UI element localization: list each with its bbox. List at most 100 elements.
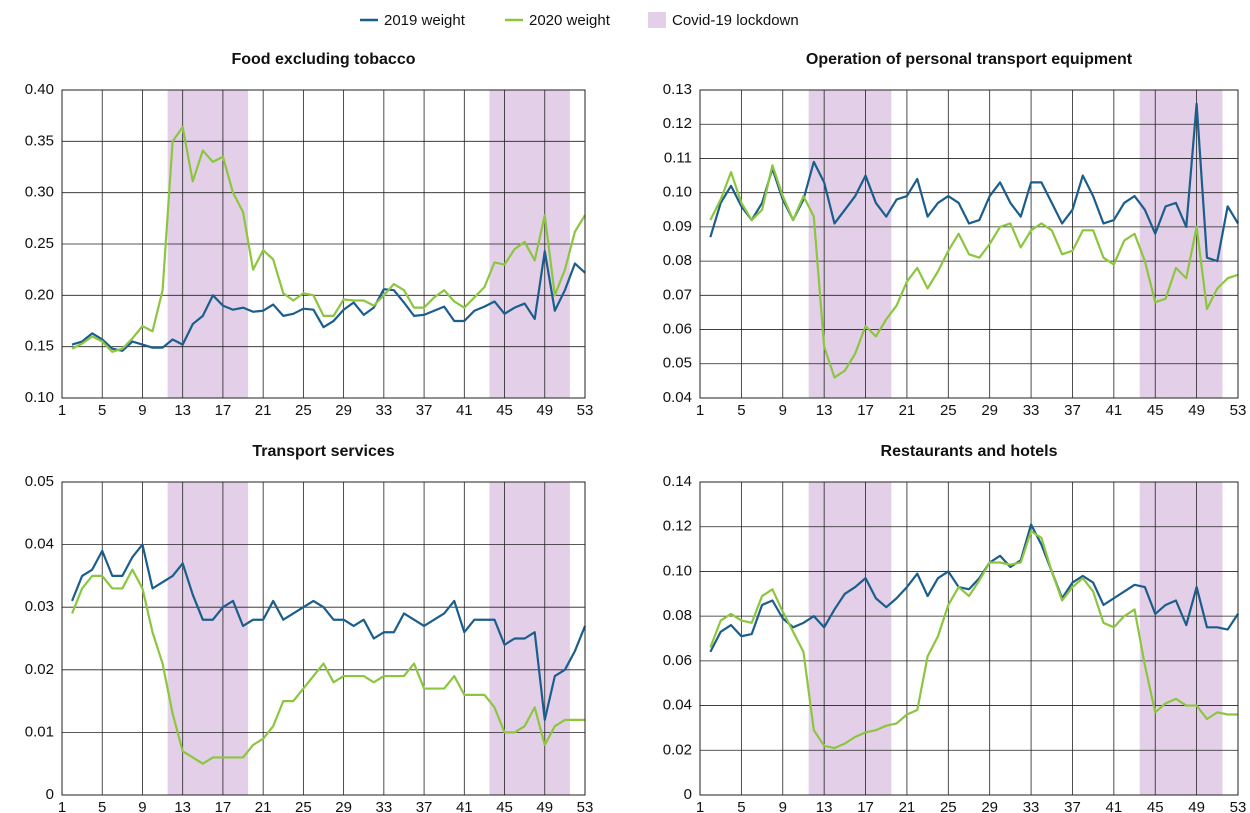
x-tick-label: 33 bbox=[376, 402, 393, 419]
series-line bbox=[71, 568, 585, 765]
y-tick-label: 0.15 bbox=[25, 338, 54, 355]
x-tick-label: 5 bbox=[737, 799, 745, 813]
x-tick-label: 33 bbox=[376, 799, 393, 813]
y-tick-label: 0.13 bbox=[663, 81, 692, 98]
x-tick-label: 53 bbox=[577, 402, 594, 419]
x-tick-label: 1 bbox=[696, 799, 704, 813]
x-tick-label: 13 bbox=[816, 402, 833, 419]
x-tick-label: 9 bbox=[138, 799, 146, 813]
x-tick-label: 45 bbox=[1147, 402, 1164, 419]
lockdown-band bbox=[808, 482, 892, 795]
y-tick-label: 0.25 bbox=[25, 235, 54, 252]
plot-frame bbox=[61, 89, 586, 399]
plot-frame bbox=[61, 481, 586, 796]
legend-label: 2020 weight bbox=[529, 12, 611, 29]
series-line bbox=[71, 543, 587, 721]
x-tick-label: 37 bbox=[1064, 799, 1081, 813]
y-tick-label: 0.14 bbox=[663, 473, 692, 490]
lockdown-band bbox=[1139, 90, 1223, 398]
y-tick-label: 0 bbox=[46, 786, 54, 803]
x-tick-label: 49 bbox=[1188, 799, 1205, 813]
y-tick-label: 0.12 bbox=[663, 518, 692, 535]
x-tick-label: 25 bbox=[940, 402, 957, 419]
y-tick-label: 0.20 bbox=[25, 286, 54, 303]
series-line bbox=[71, 250, 586, 352]
x-tick-label: 21 bbox=[255, 799, 272, 813]
y-tick-label: 0.10 bbox=[25, 389, 54, 406]
chart-title: Transport services bbox=[252, 443, 394, 460]
x-tick-label: 5 bbox=[737, 402, 745, 419]
x-tick-label: 17 bbox=[857, 402, 874, 419]
x-tick-label: 53 bbox=[1230, 799, 1247, 813]
x-tick-label: 29 bbox=[981, 402, 998, 419]
x-tick-label: 49 bbox=[536, 799, 553, 813]
series-line bbox=[71, 125, 586, 353]
x-tick-label: 41 bbox=[456, 799, 473, 813]
y-tick-label: 0.01 bbox=[25, 723, 54, 740]
lockdown-band bbox=[1139, 482, 1223, 795]
x-tick-label: 9 bbox=[779, 402, 787, 419]
x-tick-label: 45 bbox=[496, 799, 513, 813]
legend-swatch bbox=[648, 12, 666, 28]
y-tick-label: 0.05 bbox=[25, 473, 54, 490]
y-tick-label: 0.11 bbox=[664, 149, 692, 166]
x-tick-label: 53 bbox=[1230, 402, 1247, 419]
lockdown-band bbox=[808, 90, 892, 398]
y-tick-label: 0.40 bbox=[25, 81, 54, 98]
x-tick-label: 5 bbox=[98, 402, 106, 419]
chart-title: Restaurants and hotels bbox=[881, 443, 1058, 460]
y-tick-label: 0.35 bbox=[25, 132, 54, 149]
y-tick-label: 0.06 bbox=[663, 321, 692, 338]
legend-label: Covid-19 lockdown bbox=[672, 12, 799, 29]
x-tick-label: 29 bbox=[335, 799, 352, 813]
y-tick-label: 0.04 bbox=[663, 389, 692, 406]
y-tick-label: 0.06 bbox=[663, 652, 692, 669]
y-tick-label: 0.09 bbox=[663, 218, 692, 235]
lockdown-band bbox=[167, 482, 249, 795]
x-tick-label: 41 bbox=[456, 402, 473, 419]
plot-frame bbox=[699, 481, 1239, 796]
x-tick-label: 21 bbox=[899, 799, 916, 813]
plot-frame bbox=[699, 89, 1239, 399]
x-tick-label: 37 bbox=[1064, 402, 1081, 419]
x-tick-label: 25 bbox=[295, 799, 312, 813]
x-tick-label: 13 bbox=[174, 799, 191, 813]
series-line bbox=[709, 523, 1239, 653]
y-tick-label: 0.02 bbox=[25, 661, 54, 678]
y-tick-label: 0.10 bbox=[663, 184, 692, 201]
x-tick-label: 41 bbox=[1106, 402, 1123, 419]
x-tick-label: 45 bbox=[496, 402, 513, 419]
x-tick-label: 21 bbox=[255, 402, 272, 419]
x-tick-label: 9 bbox=[779, 799, 787, 813]
x-tick-label: 1 bbox=[58, 799, 66, 813]
x-tick-label: 41 bbox=[1106, 799, 1123, 813]
y-tick-label: 0.08 bbox=[663, 252, 692, 269]
x-tick-label: 49 bbox=[536, 402, 553, 419]
y-tick-label: 0.03 bbox=[25, 598, 54, 615]
x-tick-label: 9 bbox=[138, 402, 146, 419]
x-tick-label: 45 bbox=[1147, 799, 1164, 813]
x-tick-label: 49 bbox=[1188, 402, 1205, 419]
x-tick-label: 37 bbox=[416, 799, 433, 813]
y-tick-label: 0.04 bbox=[25, 536, 54, 553]
y-tick-label: 0.05 bbox=[663, 355, 692, 372]
x-tick-label: 17 bbox=[215, 402, 232, 419]
x-tick-label: 13 bbox=[816, 799, 833, 813]
x-tick-label: 33 bbox=[1023, 402, 1040, 419]
x-tick-label: 21 bbox=[899, 402, 916, 419]
x-tick-label: 25 bbox=[940, 799, 957, 813]
x-tick-label: 13 bbox=[174, 402, 191, 419]
y-tick-label: 0.30 bbox=[25, 184, 54, 201]
y-tick-label: 0.10 bbox=[663, 562, 692, 579]
x-tick-label: 17 bbox=[857, 799, 874, 813]
x-tick-label: 29 bbox=[981, 799, 998, 813]
chart-title: Operation of personal transport equipmen… bbox=[806, 51, 1133, 68]
series-line bbox=[709, 164, 1239, 379]
series-line bbox=[709, 530, 1238, 750]
y-tick-label: 0 bbox=[684, 786, 692, 803]
y-tick-label: 0.08 bbox=[663, 607, 692, 624]
x-tick-label: 5 bbox=[98, 799, 106, 813]
y-tick-label: 0.02 bbox=[663, 741, 692, 758]
chart-title: Food excluding tobacco bbox=[231, 51, 415, 68]
